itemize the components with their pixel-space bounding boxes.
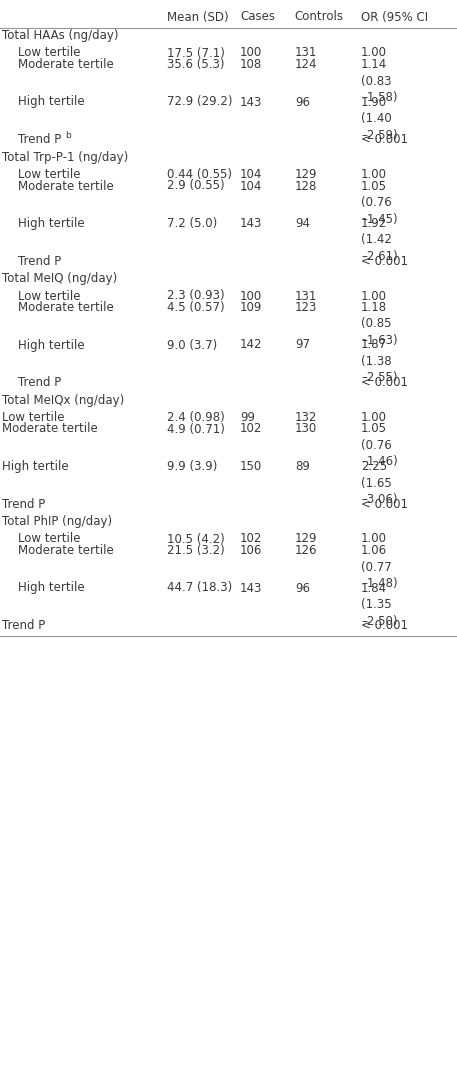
Text: 17.5 (7.1): 17.5 (7.1) xyxy=(167,46,225,59)
Text: Trend P: Trend P xyxy=(2,498,46,511)
Text: b: b xyxy=(65,132,71,140)
Text: Moderate tertile: Moderate tertile xyxy=(18,301,114,314)
Text: Moderate tertile: Moderate tertile xyxy=(18,179,114,192)
Text: Total HAAs (ng/day): Total HAAs (ng/day) xyxy=(2,29,119,42)
Text: Trend P: Trend P xyxy=(18,255,62,268)
Text: 2.3 (0.93): 2.3 (0.93) xyxy=(167,289,224,302)
Text: 1.05
(0.76
–1.46): 1.05 (0.76 –1.46) xyxy=(361,422,398,469)
Text: High tertile: High tertile xyxy=(18,581,85,594)
Text: 150: 150 xyxy=(240,460,262,473)
Text: 10.5 (4.2): 10.5 (4.2) xyxy=(167,532,224,545)
Text: 100: 100 xyxy=(240,46,262,59)
Text: 1.00: 1.00 xyxy=(361,411,387,424)
Text: 109: 109 xyxy=(240,301,262,314)
Text: Trend P: Trend P xyxy=(18,376,62,389)
Text: 126: 126 xyxy=(295,544,317,557)
Text: 1.05
(0.76
–1.45): 1.05 (0.76 –1.45) xyxy=(361,179,398,226)
Text: 1.90
(1.40
–2.59): 1.90 (1.40 –2.59) xyxy=(361,95,398,141)
Text: Low tertile: Low tertile xyxy=(18,289,81,302)
Text: 99: 99 xyxy=(240,411,255,424)
Text: Low tertile: Low tertile xyxy=(18,46,81,59)
Text: High tertile: High tertile xyxy=(18,338,85,351)
Text: 9.9 (3.9): 9.9 (3.9) xyxy=(167,460,217,473)
Text: Low tertile: Low tertile xyxy=(2,411,65,424)
Text: OR (95% CI: OR (95% CI xyxy=(361,11,428,24)
Text: High tertile: High tertile xyxy=(18,95,85,108)
Text: 2.9 (0.55): 2.9 (0.55) xyxy=(167,179,224,192)
Text: 21.5 (3.2): 21.5 (3.2) xyxy=(167,544,224,557)
Text: Total Trp-P-1 (ng/day): Total Trp-P-1 (ng/day) xyxy=(2,151,128,164)
Text: 1.06
(0.77
–1.48): 1.06 (0.77 –1.48) xyxy=(361,544,398,590)
Text: 44.7 (18.3): 44.7 (18.3) xyxy=(167,581,232,594)
Text: 142: 142 xyxy=(240,338,262,351)
Text: 35.6 (5.3): 35.6 (5.3) xyxy=(167,58,224,71)
Text: 129: 129 xyxy=(295,168,317,181)
Text: 4.5 (0.57): 4.5 (0.57) xyxy=(167,301,224,314)
Text: 9.0 (3.7): 9.0 (3.7) xyxy=(167,338,217,351)
Text: 130: 130 xyxy=(295,422,317,435)
Text: Trend P: Trend P xyxy=(18,133,62,146)
Text: < 0.001: < 0.001 xyxy=(361,619,408,632)
Text: 1.00: 1.00 xyxy=(361,289,387,302)
Text: Trend P: Trend P xyxy=(2,619,46,632)
Text: 132: 132 xyxy=(295,411,317,424)
Text: 143: 143 xyxy=(240,581,262,594)
Text: 2.4 (0.98): 2.4 (0.98) xyxy=(167,411,224,424)
Text: 1.87
(1.38
–2.55): 1.87 (1.38 –2.55) xyxy=(361,338,398,384)
Text: 72.9 (29.2): 72.9 (29.2) xyxy=(167,95,232,108)
Text: Moderate tertile: Moderate tertile xyxy=(2,422,98,435)
Text: 104: 104 xyxy=(240,179,262,192)
Text: 1.14
(0.83
–1.58): 1.14 (0.83 –1.58) xyxy=(361,58,398,104)
Text: 1.00: 1.00 xyxy=(361,532,387,545)
Text: 131: 131 xyxy=(295,46,317,59)
Text: 1.92
(1.42
–2.61): 1.92 (1.42 –2.61) xyxy=(361,217,398,264)
Text: Total MeIQ (ng/day): Total MeIQ (ng/day) xyxy=(2,272,117,285)
Text: 102: 102 xyxy=(240,422,262,435)
Text: 131: 131 xyxy=(295,289,317,302)
Text: < 0.001: < 0.001 xyxy=(361,255,408,268)
Text: 96: 96 xyxy=(295,581,310,594)
Text: Total MeIQx (ng/day): Total MeIQx (ng/day) xyxy=(2,394,125,407)
Text: 106: 106 xyxy=(240,544,262,557)
Text: 108: 108 xyxy=(240,58,262,71)
Text: 89: 89 xyxy=(295,460,310,473)
Text: Low tertile: Low tertile xyxy=(18,168,81,181)
Text: 143: 143 xyxy=(240,217,262,230)
Text: 97: 97 xyxy=(295,338,310,351)
Text: 4.9 (0.71): 4.9 (0.71) xyxy=(167,422,225,435)
Text: 104: 104 xyxy=(240,168,262,181)
Text: 1.84
(1.35
–2.50): 1.84 (1.35 –2.50) xyxy=(361,581,398,627)
Text: < 0.001: < 0.001 xyxy=(361,133,408,146)
Text: 0.44 (0.55): 0.44 (0.55) xyxy=(167,168,232,181)
Text: Mean (SD): Mean (SD) xyxy=(167,11,228,24)
Text: High tertile: High tertile xyxy=(18,217,85,230)
Text: 94: 94 xyxy=(295,217,310,230)
Text: < 0.001: < 0.001 xyxy=(361,498,408,511)
Text: 124: 124 xyxy=(295,58,317,71)
Text: 128: 128 xyxy=(295,179,317,192)
Text: 2.25
(1.65
–3.06): 2.25 (1.65 –3.06) xyxy=(361,460,398,507)
Text: 1.00: 1.00 xyxy=(361,46,387,59)
Text: 123: 123 xyxy=(295,301,317,314)
Text: 143: 143 xyxy=(240,95,262,108)
Text: Controls: Controls xyxy=(295,11,344,24)
Text: 1.18
(0.85
–1.63): 1.18 (0.85 –1.63) xyxy=(361,301,398,347)
Text: Cases: Cases xyxy=(240,11,275,24)
Text: 7.2 (5.0): 7.2 (5.0) xyxy=(167,217,217,230)
Text: Low tertile: Low tertile xyxy=(18,532,81,545)
Text: Moderate tertile: Moderate tertile xyxy=(18,58,114,71)
Text: Moderate tertile: Moderate tertile xyxy=(18,544,114,557)
Text: 102: 102 xyxy=(240,532,262,545)
Text: High tertile: High tertile xyxy=(2,460,69,473)
Text: 100: 100 xyxy=(240,289,262,302)
Text: Total PhIP (ng/day): Total PhIP (ng/day) xyxy=(2,515,112,528)
Text: < 0.001: < 0.001 xyxy=(361,376,408,389)
Text: 96: 96 xyxy=(295,95,310,108)
Text: 1.00: 1.00 xyxy=(361,168,387,181)
Text: 129: 129 xyxy=(295,532,317,545)
